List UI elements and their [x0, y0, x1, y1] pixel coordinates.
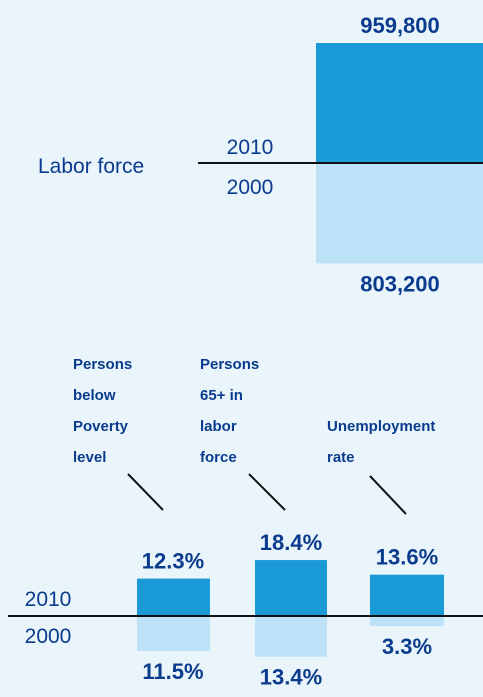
data-label-2000-cat-2: 13.4%: [260, 665, 322, 690]
legend-label-2010-bottom: 2010: [25, 588, 72, 611]
bar-2010-cat-2: [255, 560, 327, 616]
leader-line-cat-1: [127, 473, 164, 511]
category-label-cat-2-line-2: 65+ in: [200, 387, 243, 404]
category-label-cat-2-line-1: Persons: [200, 356, 259, 373]
data-label-2000-cat-1: 11.5%: [142, 659, 203, 684]
bar-2000-cat-1: [137, 616, 210, 651]
chart-label-labor-force: Labor force: [38, 155, 144, 178]
category-label-cat-3-line-2: rate: [327, 449, 355, 466]
bar-labor-force-2010: [316, 43, 483, 163]
category-label-cat-2-line-3: labor: [200, 418, 237, 435]
category-label-cat-1-line-2: below: [73, 387, 116, 404]
bar-2010-cat-3: [370, 574, 444, 616]
leader-line-cat-3: [369, 475, 407, 515]
legend-label-2010: 2010: [227, 136, 274, 159]
bar-2000-cat-2: [255, 616, 327, 657]
data-label-2000-cat-3: 3.3%: [382, 634, 432, 659]
bar-2000-cat-3: [370, 616, 444, 627]
data-label-2010-cat-1: 12.3%: [142, 549, 204, 574]
category-label-cat-3-line-1: Unemployment: [327, 418, 435, 435]
bar-2010-cat-1: [137, 578, 210, 616]
leader-line-cat-2: [248, 473, 286, 511]
legend-label-2000-bottom: 2000: [25, 625, 72, 648]
category-label-cat-1-line-4: level: [73, 449, 106, 466]
category-label-cat-1-line-3: Poverty: [73, 418, 129, 435]
category-label-cat-1-line-1: Persons: [73, 356, 132, 373]
bar-labor-force-2000: [316, 163, 483, 264]
category-label-cat-2-line-4: force: [200, 449, 237, 466]
data-label-2010-cat-2: 18.4%: [260, 530, 322, 555]
data-label-labor-force-2000: 803,200: [360, 271, 440, 296]
data-label-2010-cat-3: 13.6%: [376, 545, 438, 570]
legend-label-2000: 2000: [227, 176, 274, 199]
data-label-labor-force-2010: 959,800: [360, 13, 440, 38]
